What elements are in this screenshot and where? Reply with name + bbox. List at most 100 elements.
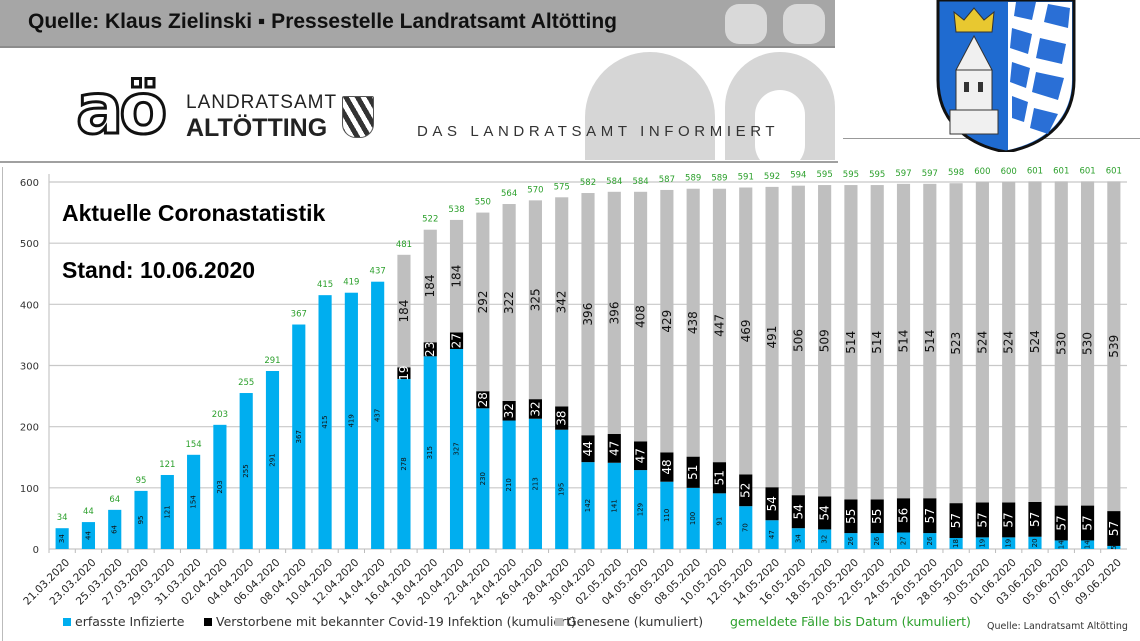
data-label-total: 601 <box>1053 166 1069 176</box>
data-label-recovered: 408 <box>634 305 648 328</box>
bar-deaths <box>581 435 595 463</box>
data-label-infected: 203 <box>216 480 224 493</box>
legend-label-infected: erfasste Infizierte <box>75 614 185 629</box>
bar-infected <box>739 506 753 549</box>
bar-recovered <box>975 182 989 503</box>
data-label-recovered: 342 <box>555 290 569 313</box>
data-label-total: 600 <box>974 167 990 177</box>
data-label-infected: 291 <box>268 453 276 466</box>
bar-infected <box>555 429 569 549</box>
bar-infected <box>213 424 227 549</box>
bar-recovered <box>1028 181 1042 502</box>
logo-line2: ALTÖTTING <box>186 114 328 142</box>
data-label-recovered: 491 <box>765 326 779 349</box>
data-label-recovered: 530 <box>1054 332 1068 355</box>
data-label-total: 595 <box>869 170 885 180</box>
data-label-infected: 64 <box>111 524 119 533</box>
tagline: DAS LANDRATSAMT INFORMIERT <box>417 123 780 140</box>
data-label-infected: 20 <box>1031 538 1039 547</box>
bar-infected <box>607 462 621 549</box>
bar-deaths <box>476 391 490 409</box>
legend-item-infected: erfasste Infizierte <box>63 614 184 629</box>
bar-recovered <box>870 185 884 500</box>
bar-recovered <box>660 189 674 453</box>
bar-recovered <box>712 188 727 463</box>
data-label-infected: 91 <box>715 517 723 526</box>
data-label-total: 522 <box>422 215 438 225</box>
data-label-recovered: 184 <box>397 300 411 323</box>
bar-recovered <box>555 197 569 407</box>
bar-infected <box>55 528 69 549</box>
bar-infected <box>844 533 858 549</box>
bar-deaths <box>870 499 884 534</box>
data-label-deaths: 32 <box>528 401 542 416</box>
bar-deaths <box>607 434 621 463</box>
data-label-infected: 110 <box>663 509 671 522</box>
bar-infected <box>791 528 805 549</box>
data-label-infected: 34 <box>794 534 802 543</box>
data-label-total: 597 <box>922 169 938 179</box>
bar-recovered <box>1107 181 1121 512</box>
data-label-infected: 327 <box>453 442 461 455</box>
data-label-infected: 141 <box>610 499 618 512</box>
data-label-deaths: 44 <box>581 441 595 456</box>
y-tick-label: 0 <box>33 545 39 556</box>
data-label-deaths: 51 <box>686 465 700 480</box>
chart-frame <box>2 167 1140 641</box>
bar-deaths <box>397 367 411 379</box>
data-label-infected: 255 <box>242 464 250 477</box>
bar-deaths <box>739 474 753 507</box>
bar-infected <box>397 378 411 549</box>
data-label-deaths: 57 <box>949 513 963 528</box>
bar-deaths <box>686 456 700 488</box>
bar-infected <box>1028 536 1042 549</box>
data-label-deaths: 28 <box>476 392 490 407</box>
legend-swatch-deaths <box>204 618 212 626</box>
data-label-total: 34 <box>57 513 68 523</box>
data-label-recovered: 530 <box>1081 332 1095 355</box>
bar-recovered <box>528 200 542 400</box>
data-label-infected: 26 <box>873 536 881 545</box>
header-bar: Quelle: Klaus Zielinski ▪ Pressestelle L… <box>0 0 835 48</box>
data-label-total: 121 <box>159 460 175 470</box>
footer-source: Quelle: Landratsamt Altötting <box>987 621 1128 632</box>
legend-label-deaths: Verstorbene mit bekannter Covid-19 Infek… <box>216 614 576 629</box>
legend-label-totals: gemeldete Fälle bis Datum (kumuliert) <box>730 614 971 629</box>
data-label-total: 564 <box>501 189 517 199</box>
data-label-deaths: 52 <box>739 483 753 498</box>
data-label-total: 154 <box>185 440 201 450</box>
data-label-infected: 213 <box>531 477 539 490</box>
data-label-total: 538 <box>448 205 464 215</box>
bar-infected <box>81 522 96 549</box>
data-label-recovered: 524 <box>975 331 989 354</box>
bar-recovered <box>607 191 621 435</box>
bar-deaths <box>423 342 437 357</box>
data-label-total: 592 <box>764 172 780 182</box>
data-label-deaths: 56 <box>897 508 911 523</box>
data-label-infected: 278 <box>400 457 408 470</box>
data-label-deaths: 48 <box>660 459 674 474</box>
data-label-infected: 100 <box>689 512 697 525</box>
watermark-a-shape <box>585 52 715 160</box>
data-label-infected: 27 <box>900 536 908 545</box>
bar-recovered <box>765 186 779 488</box>
bar-infected <box>423 356 437 549</box>
data-label-total: 587 <box>659 175 675 185</box>
y-tick-label: 200 <box>20 423 39 434</box>
data-label-total: 584 <box>632 177 648 187</box>
data-label-recovered: 184 <box>423 275 437 298</box>
bar-deaths <box>1080 505 1095 541</box>
bar-deaths <box>634 441 648 471</box>
data-label-deaths: 57 <box>1054 515 1068 530</box>
data-label-deaths: 57 <box>975 512 989 527</box>
data-label-total: 575 <box>554 182 570 192</box>
data-label-recovered: 184 <box>450 265 464 288</box>
legend-label-recovered: Genesene (kumuliert) <box>567 614 704 629</box>
bar-deaths <box>1002 502 1016 538</box>
data-label-infected: 121 <box>163 505 171 518</box>
bar-deaths <box>1054 505 1068 541</box>
data-label-deaths: 47 <box>634 448 648 463</box>
data-label-total: 594 <box>790 171 806 181</box>
header-title: Quelle: Klaus Zielinski ▪ Pressestelle L… <box>28 10 617 33</box>
data-label-total: 95 <box>136 476 147 486</box>
